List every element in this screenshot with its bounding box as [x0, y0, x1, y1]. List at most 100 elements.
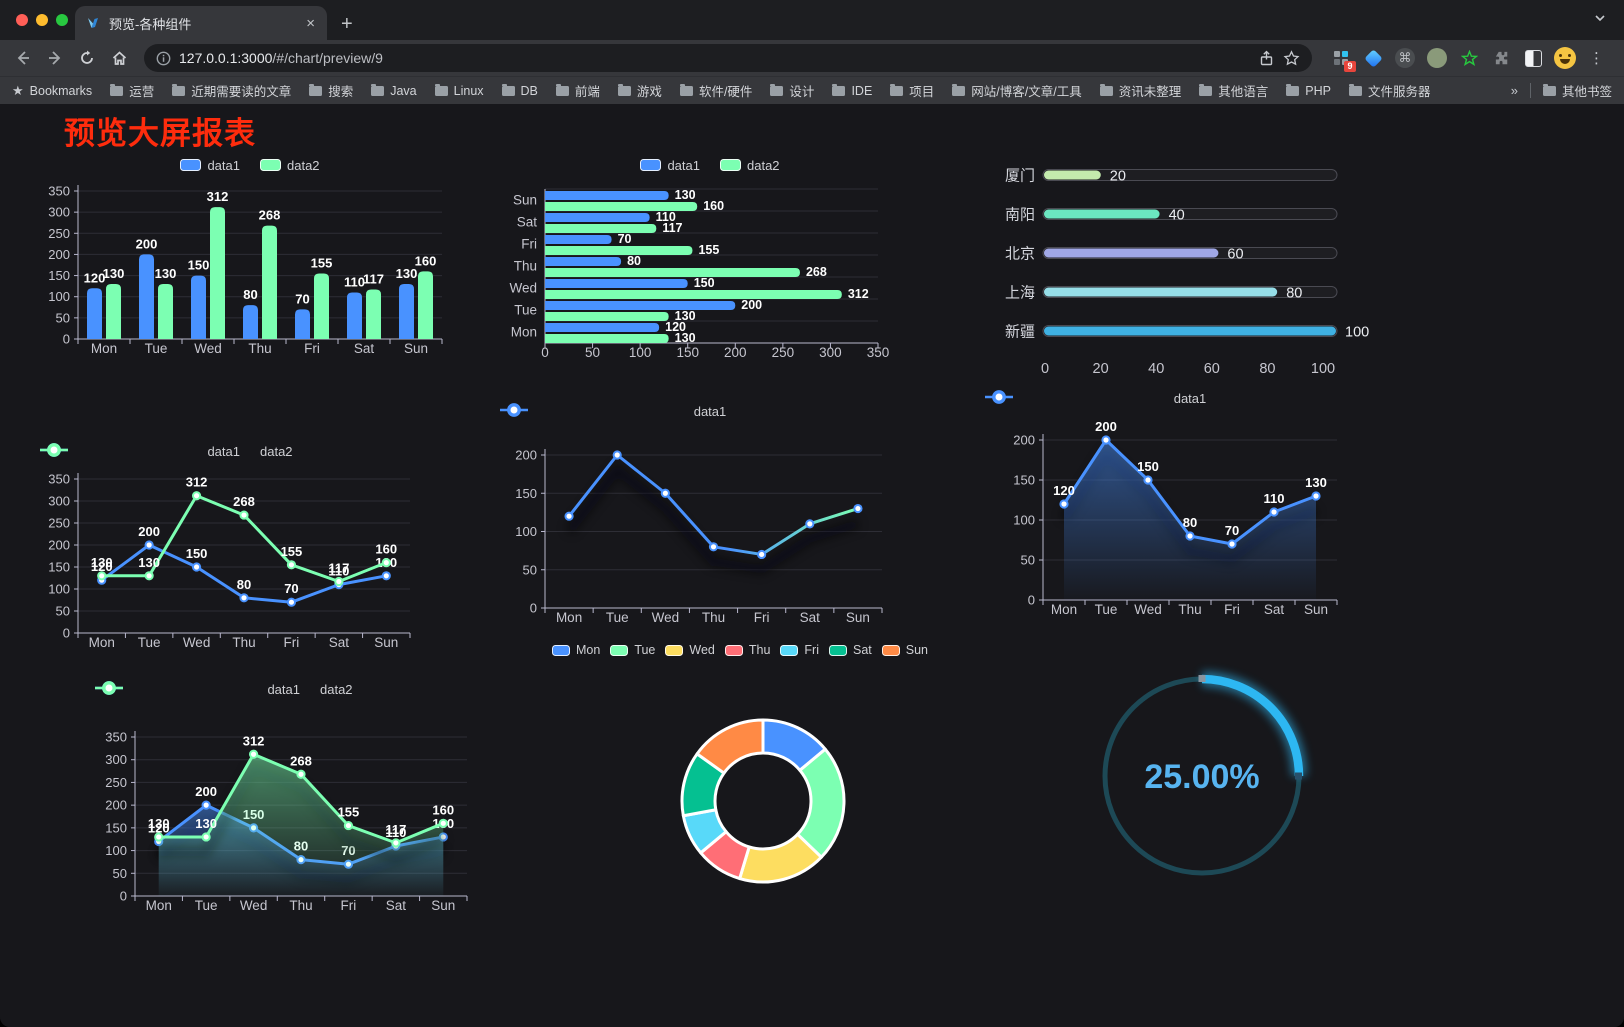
- svg-text:300: 300: [48, 205, 70, 220]
- legend-item-Thu[interactable]: Thu: [724, 643, 770, 657]
- bookmark-folder-7[interactable]: 游戏: [617, 81, 662, 100]
- extension-star[interactable]: [1458, 47, 1480, 69]
- browser-tab[interactable]: 预览-各种组件 ×: [75, 6, 327, 40]
- line-legend-marker-icon: [95, 681, 123, 695]
- svg-text:40: 40: [1169, 208, 1185, 224]
- line-chart-two-series: data1 data2 0 50 100 150 200 250 300 350 Mon Tue Wed…: [40, 431, 460, 661]
- progress-chart-canvas[interactable]: 厦门 20 南阳 40 北京 60 上海 80 新疆 100 0 20 40 60 80 100: [985, 151, 1395, 391]
- tab-search-chevron-icon[interactable]: [1594, 14, 1606, 22]
- bookmark-folder-6[interactable]: 前端: [555, 81, 600, 100]
- tab-close-icon[interactable]: ×: [306, 14, 315, 32]
- legend-item-data1[interactable]: data1: [985, 390, 1206, 406]
- bookmark-folder-2[interactable]: 搜索: [309, 81, 353, 100]
- legend-item-data2[interactable]: data2: [260, 158, 320, 173]
- reload-icon: [81, 50, 93, 64]
- url-host: 127.0.0.1:3000: [179, 50, 273, 66]
- donut-chart-canvas[interactable]: [555, 636, 925, 901]
- bookmark-folder-14[interactable]: 其他语言: [1199, 81, 1268, 100]
- svg-text:200: 200: [138, 524, 160, 539]
- extension-kite[interactable]: [1362, 47, 1384, 69]
- legend-item-Mon[interactable]: Mon: [551, 643, 600, 657]
- legend-item-Sun[interactable]: Sun: [881, 643, 928, 657]
- svg-text:Thu: Thu: [514, 259, 537, 274]
- bookmark-star-icon[interactable]: [1283, 49, 1300, 67]
- site-info-icon[interactable]: [156, 51, 171, 66]
- legend-item-data1[interactable]: data1: [40, 443, 240, 459]
- legend-item-Fri[interactable]: Fri: [780, 643, 819, 657]
- bookmark-label: PHP: [1305, 83, 1331, 98]
- legend-item-Wed[interactable]: Wed: [665, 643, 715, 657]
- bookmark-folder-11[interactable]: 项目: [890, 81, 934, 100]
- svg-text:100: 100: [515, 524, 537, 539]
- share-icon[interactable]: [1258, 50, 1275, 67]
- back-button[interactable]: [10, 45, 36, 71]
- svg-text:120: 120: [665, 320, 686, 334]
- extension-grid-icon[interactable]: 9: [1330, 47, 1356, 72]
- legend-item-Sat[interactable]: Sat: [829, 643, 872, 657]
- bookmark-folder-10[interactable]: IDE: [832, 83, 873, 98]
- legend-item-data1[interactable]: data1: [640, 158, 700, 173]
- legend-item-data1[interactable]: data1: [500, 403, 726, 419]
- green-star-icon: [1460, 49, 1478, 66]
- gradient-line-canvas[interactable]: 0 50 100 150 200 Mon Tue Wed Thu Fri Sat Sun: [500, 399, 920, 634]
- svg-text:150: 150: [1013, 473, 1035, 488]
- bookmark-folder-0[interactable]: 运营: [110, 81, 154, 100]
- extension-avatar-circle[interactable]: [1426, 47, 1448, 69]
- browser-menu-button[interactable]: ⋮: [1589, 50, 1605, 67]
- svg-text:160: 160: [415, 253, 437, 268]
- svg-text:155: 155: [281, 544, 303, 559]
- svg-text:100: 100: [1013, 513, 1035, 528]
- legend-item-data2[interactable]: data2: [40, 443, 293, 459]
- bookmark-folder-9[interactable]: 设计: [770, 81, 814, 100]
- bookmark-folder-16[interactable]: 文件服务器: [1348, 81, 1430, 100]
- svg-text:20: 20: [1093, 361, 1109, 377]
- extensions-menu[interactable]: [1490, 47, 1512, 69]
- gauge-chart-canvas[interactable]: 25.00%: [1082, 656, 1322, 896]
- other-bookmarks-folder[interactable]: 其他书签: [1542, 81, 1612, 100]
- bookmarks-overflow-chevron[interactable]: »: [1510, 83, 1518, 98]
- bookmarks-manager[interactable]: ★ Bookmarks: [12, 83, 92, 99]
- bookmark-label: 软件/硬件: [698, 85, 753, 99]
- bookmark-folder-12[interactable]: 网站/博客/文章/工具: [952, 81, 1082, 100]
- profile-avatar[interactable]: [1554, 47, 1576, 69]
- home-button[interactable]: [106, 45, 132, 71]
- minimize-window-button[interactable]: [36, 14, 48, 26]
- maximize-window-button[interactable]: [56, 14, 68, 26]
- close-window-button[interactable]: [16, 14, 28, 26]
- extension-dark-toggle[interactable]: [1522, 47, 1544, 69]
- svg-text:200: 200: [1095, 419, 1117, 434]
- bookmark-folder-1[interactable]: 近期需要读的文章: [172, 81, 291, 100]
- bookmark-folder-15[interactable]: PHP: [1286, 83, 1331, 98]
- area2-chart-canvas[interactable]: 0 50 100 150 200 250 300 350 Mon Tue Wed Thu Fri Sat S…: [95, 661, 525, 921]
- svg-text:Sun: Sun: [1304, 602, 1328, 617]
- svg-text:Mon: Mon: [556, 610, 582, 625]
- svg-text:130: 130: [103, 266, 125, 281]
- bookmark-folder-8[interactable]: 软件/硬件: [679, 81, 753, 100]
- svg-text:80: 80: [1286, 286, 1302, 302]
- svg-text:130: 130: [195, 816, 217, 831]
- line-chart-canvas[interactable]: 0 50 100 150 200 250 300 350 Mon Tue Wed Thu Fri Sat S…: [40, 431, 460, 661]
- line-legend-marker-icon: [40, 443, 68, 457]
- bar-chart-canvas[interactable]: 0 50 100 150 200 250 300 350 Mon Tue Wed Thu Fri Sat S…: [40, 151, 460, 381]
- address-bar[interactable]: 127.0.0.1:3000/#/chart/preview/9: [144, 44, 1312, 72]
- reload-button[interactable]: [74, 45, 100, 71]
- area-chart-canvas[interactable]: 0 50 100 150 200 Mon Tue Wed Thu Fri Sat Sun 120 200 1…: [985, 386, 1395, 621]
- bookmark-folder-4[interactable]: Linux: [434, 83, 484, 98]
- bookmark-label: IDE: [851, 83, 873, 98]
- svg-text:南阳: 南阳: [1005, 207, 1035, 224]
- legend-item-data1[interactable]: data1: [95, 681, 300, 697]
- new-tab-button[interactable]: +: [341, 13, 353, 35]
- horizontal-bar-chart: data1 data2 0 50 100 150 200 250 300 350 Sun 130 160…: [500, 151, 920, 381]
- bookmark-folder-5[interactable]: DB: [501, 83, 538, 98]
- legend-item-data1[interactable]: data1: [180, 158, 240, 173]
- legend-item-Tue[interactable]: Tue: [610, 643, 655, 657]
- bookmark-folder-3[interactable]: Java: [371, 83, 417, 98]
- legend-item-data2[interactable]: data2: [720, 158, 780, 173]
- svg-text:150: 150: [1137, 459, 1159, 474]
- legend-item-data2[interactable]: data2: [95, 681, 353, 697]
- bookmark-folder-13[interactable]: 资讯未整理: [1099, 81, 1181, 100]
- forward-button[interactable]: [42, 45, 68, 71]
- extension-command[interactable]: ⌘: [1394, 47, 1416, 69]
